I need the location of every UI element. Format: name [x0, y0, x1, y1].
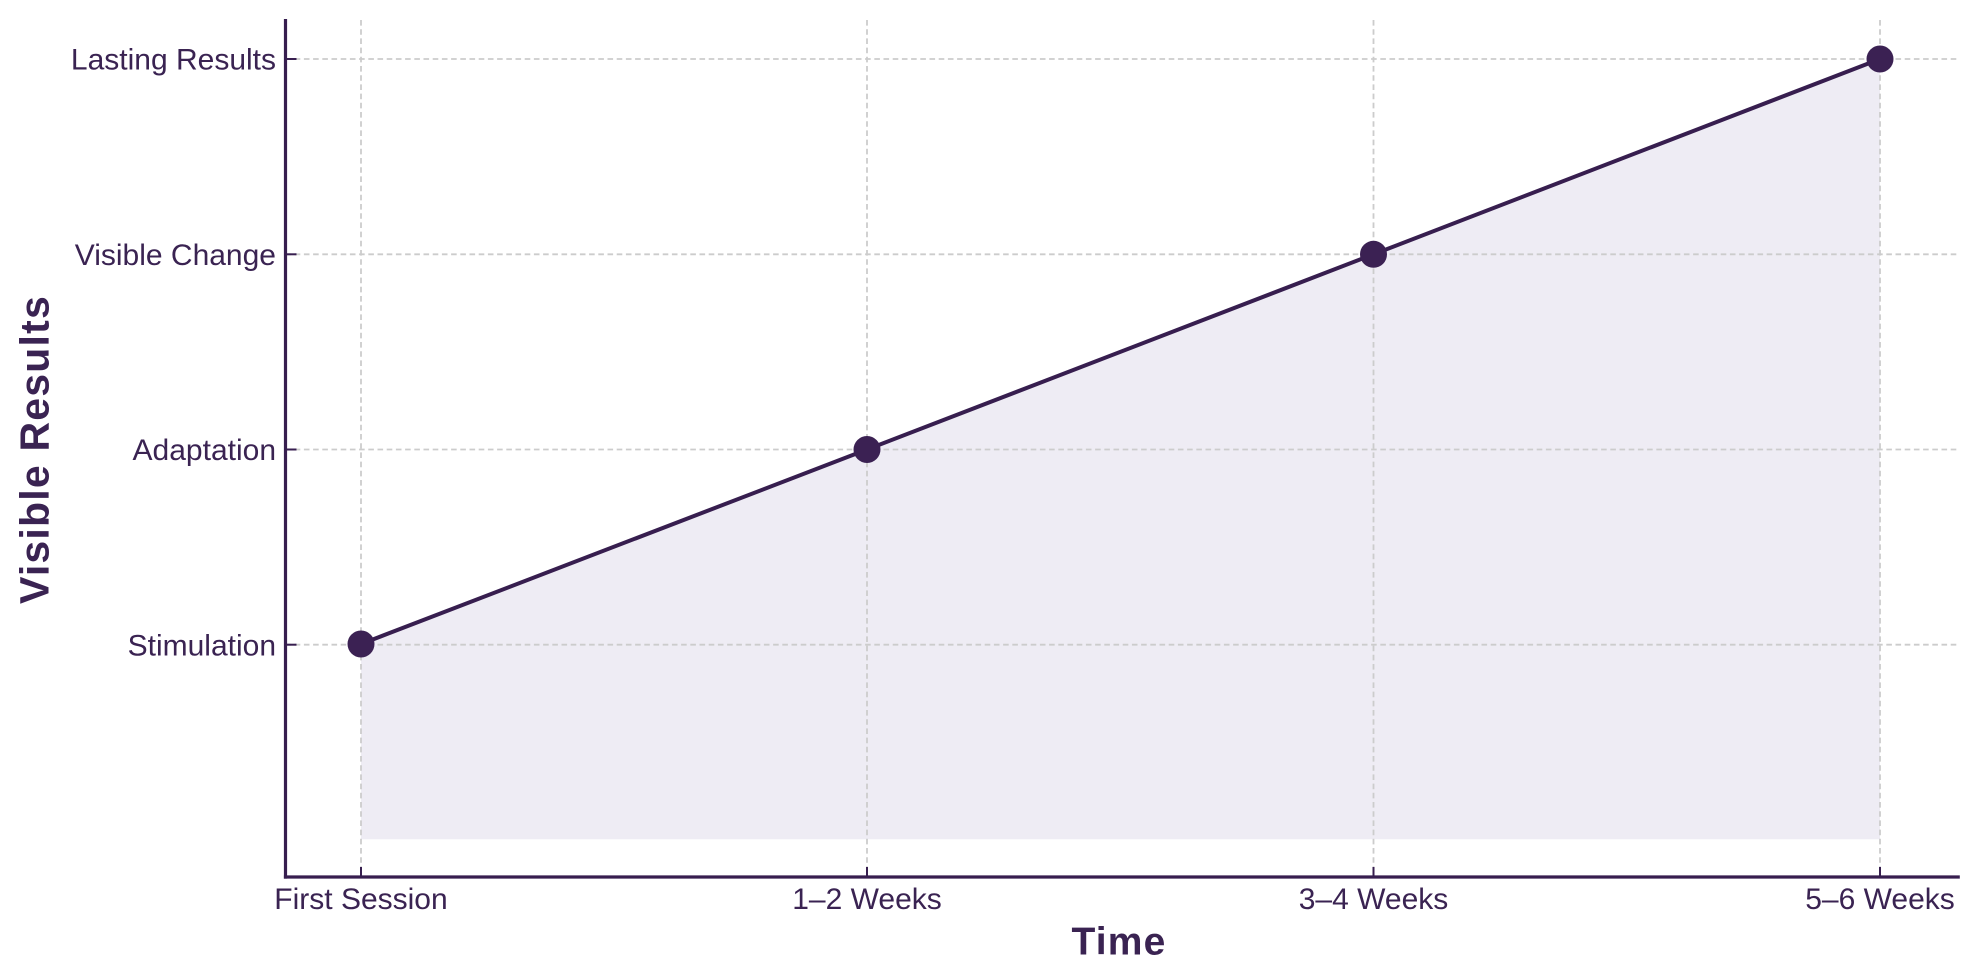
svg-text:5–6 Weeks: 5–6 Weeks	[1805, 883, 1955, 916]
svg-text:Adaptation: Adaptation	[133, 434, 276, 467]
svg-text:3–4 Weeks: 3–4 Weeks	[1299, 883, 1449, 916]
svg-text:Stimulation: Stimulation	[128, 629, 276, 662]
svg-text:Lasting Results: Lasting Results	[71, 44, 276, 77]
svg-text:1–2 Weeks: 1–2 Weeks	[792, 883, 942, 916]
svg-text:Visible Change: Visible Change	[75, 239, 276, 272]
svg-text:Time: Time	[1071, 921, 1166, 964]
svg-text:Visible Results: Visible Results	[12, 295, 58, 604]
svg-text:First Session: First Session	[274, 883, 447, 916]
